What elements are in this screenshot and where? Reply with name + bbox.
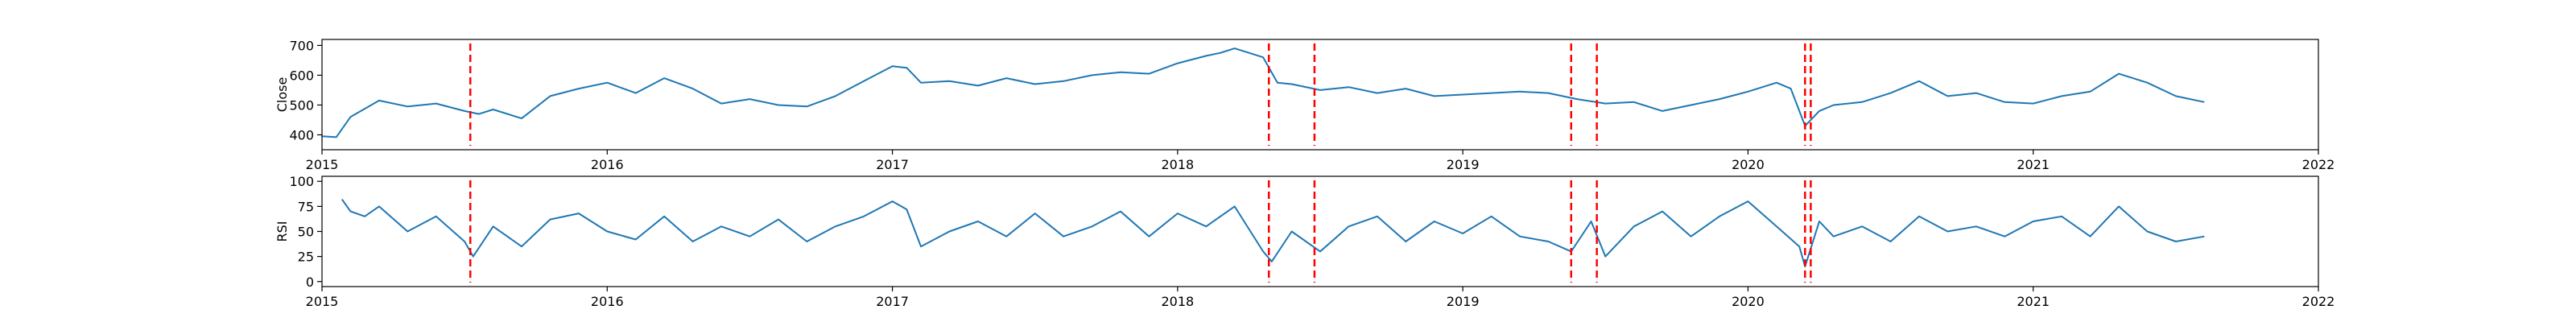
close-price-panel: 400 500 600 700 2015 2016 2017 2018 2019 2020 2021… [275, 38, 2334, 172]
x-tick-label: 2022 [2302, 294, 2335, 309]
x-tick-label: 2022 [2302, 157, 2335, 172]
y-tick-label: 100 [289, 174, 314, 189]
y-axis-label: Close [275, 77, 290, 113]
x-tick-label: 2020 [1732, 157, 1765, 172]
axes-frame [321, 39, 2319, 151]
y-tick-label: 700 [289, 38, 314, 53]
x-tick-label: 2021 [2017, 294, 2050, 309]
x-tick-label: 2018 [1161, 157, 1194, 172]
series-line-rsi [341, 199, 2205, 268]
y-axis-label: RSI [275, 221, 290, 242]
y-tick-label: 75 [298, 199, 314, 214]
y-tick-label: 400 [289, 127, 314, 142]
x-tick-label: 2015 [306, 157, 339, 172]
y-tick-label: 25 [298, 250, 314, 265]
y-tick-label: 500 [289, 97, 314, 113]
x-tick-label: 2015 [306, 294, 339, 309]
y-tick-label: 600 [289, 68, 314, 83]
y-tick-label: 50 [298, 225, 314, 240]
x-tick-label: 2016 [591, 294, 624, 309]
x-tick-label: 2021 [2017, 157, 2050, 172]
series-line-close [321, 47, 2205, 138]
x-tick-label: 2020 [1732, 294, 1765, 309]
x-tick-label: 2019 [1447, 294, 1480, 309]
rsi-panel: 0 25 50 75 100 2015 2016 2017 2018 2019 2020 2021 20… [275, 174, 2334, 309]
axes-frame [321, 175, 2319, 287]
x-tick-label: 2017 [876, 157, 909, 172]
y-tick-label: 0 [306, 275, 314, 290]
x-tick-label: 2017 [876, 294, 909, 309]
x-tick-label: 2016 [591, 157, 624, 172]
x-tick-label: 2019 [1447, 157, 1480, 172]
x-tick-label: 2018 [1161, 294, 1194, 309]
